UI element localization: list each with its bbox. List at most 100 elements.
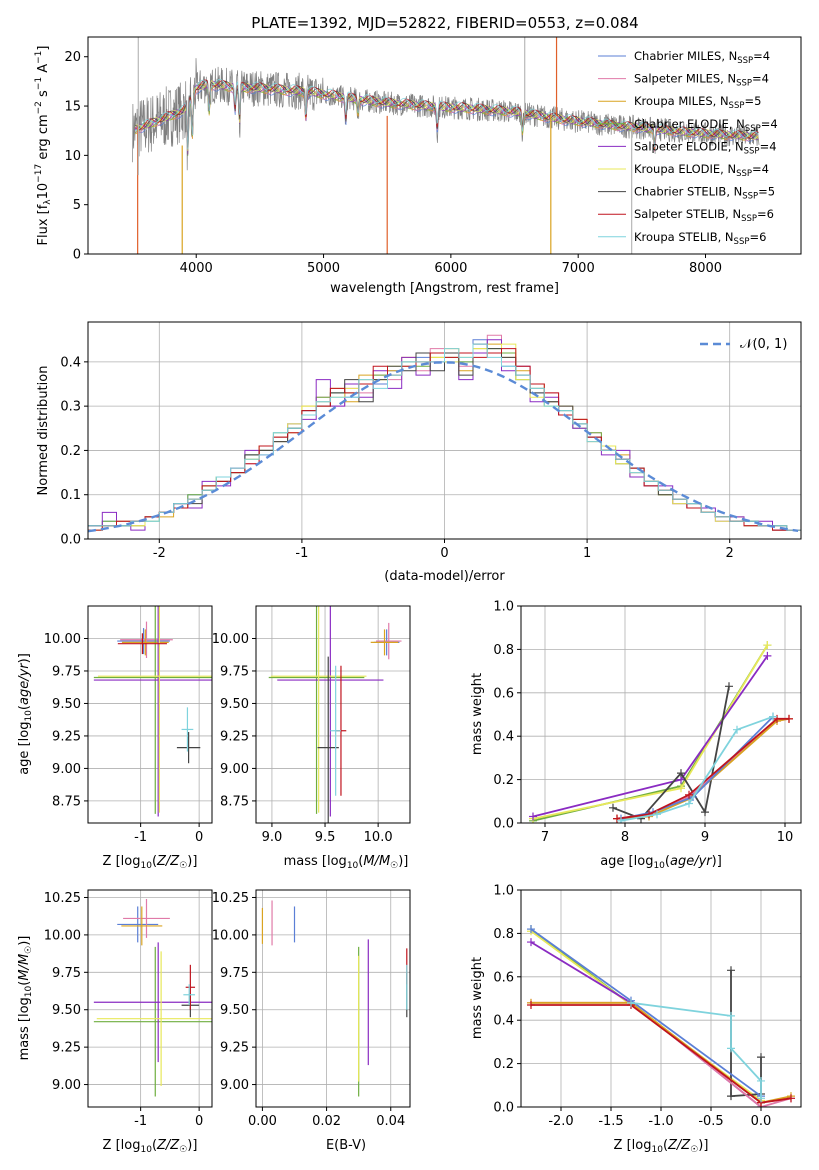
residuals-ytick-label-4: 0.4 <box>60 355 81 370</box>
mass_vs_Z-point-5 <box>96 951 212 1087</box>
weight_vs_Z-ytick-label-4: 0.8 <box>493 927 514 942</box>
spectrum-ytick-label-3: 15 <box>64 100 81 115</box>
spectrum-plot-area <box>132 37 760 254</box>
spectrum-model-line-8 <box>134 78 759 150</box>
mass_vs_Z-point-4 <box>93 942 212 1063</box>
weight_vs_Z-marker-8-0 <box>627 998 635 1007</box>
residuals-xtick-label-0: -2 <box>153 546 166 561</box>
weight_vs_Z-marker-3-0 <box>727 966 735 975</box>
age_vs_mass-point-3 <box>268 606 365 814</box>
age_vs_Z-ytick-label-2: 9.25 <box>52 729 81 744</box>
weight_vs_Z-marker-2-0 <box>527 938 535 947</box>
legend-label-1: Salpeter MILES, NSSP=4 <box>634 72 769 89</box>
weight_vs_Z-ytick-label-0: 0.0 <box>493 1101 514 1116</box>
age_vs_Z-axes: -1 0 8.75 9.00 9.25 9.50 9.75 10.00 Z [log10(Z/Z… <box>17 605 213 871</box>
residuals-axes: -2 -1 0 1 2 0.0 0.1 0.2 0.3 0.4 𝒩(0, 1) (data-model… <box>36 321 802 584</box>
age-vs-mass-xlabel: mass [log10(M/M☉)] <box>284 854 409 871</box>
weight_vs_age-xtick-label-0: 7 <box>541 830 549 845</box>
mass_vs_EBV-xtick-label-0: 0.00 <box>248 1114 277 1129</box>
weight_vs_Z-ytick-label-3: 0.6 <box>493 970 514 985</box>
weight_vs_Z-xtick-label-3: -0.5 <box>698 1114 723 1129</box>
weight_vs_age-ytick-label-2: 0.4 <box>493 730 514 745</box>
mass_vs_EBV-ytick-label-4: 10.00 <box>212 928 249 943</box>
weight_vs_Z-marker-8-1 <box>727 1011 735 1020</box>
mass_vs_EBV-axes: 0.00 0.02 0.04 9.00 9.25 9.50 9.75 10.00 10.25 E(… <box>212 889 411 1153</box>
legend-label-8: Kroupa STELIB, NSSP=6 <box>634 230 766 247</box>
spectrum-xtick-label-3: 7000 <box>562 261 595 276</box>
spectrum-ytick-label-1: 5 <box>73 198 81 213</box>
weight_vs_Z-marker-8-2 <box>727 1044 735 1053</box>
age_vs_Z-point-2 <box>121 629 169 656</box>
age_vs_mass-xtick-label-0: 9.0 <box>262 830 283 845</box>
residuals-ylabel: Normed distribution <box>36 366 51 496</box>
mass_vs_EBV-ytick-label-1: 9.25 <box>220 1041 249 1056</box>
age_vs_Z-ytick-label-4: 9.75 <box>52 664 81 679</box>
mass_vs_Z-point-2 <box>121 906 163 946</box>
spectrum-ytick-label-0: 0 <box>73 248 81 263</box>
age_vs_Z-plot-area <box>93 606 212 817</box>
residuals-xtick-label-1: -1 <box>295 546 308 561</box>
weight_vs_Z-marker-7-0 <box>527 1001 535 1010</box>
weight-vs-age-ylabel: mass weight <box>470 673 485 755</box>
mass_vs_EBV-ytick-label-0: 9.00 <box>220 1078 249 1093</box>
mass_vs_Z-frame <box>87 889 213 1108</box>
mass_vs_Z-plot-area <box>93 898 212 1097</box>
weight_vs_age-xtick-label-1: 8 <box>621 830 629 845</box>
age_vs_mass-ytick-label-1: 9.00 <box>220 762 249 777</box>
weight_vs_age-marker-7-4 <box>785 714 793 723</box>
spectrum-xtick-label-1: 5000 <box>307 261 340 276</box>
spectrum-xlabel: wavelength [Angstrom, rest frame] <box>330 281 559 296</box>
spectrum-axes: 4000 5000 6000 7000 8000 0 5 10 15 20 wavelength [… <box>34 36 802 296</box>
residuals-ytick-label-1: 0.1 <box>60 488 81 503</box>
spectrum-xtick-label-0: 4000 <box>180 261 213 276</box>
spectrum-legend: Chabrier MILES, NSSP=4 Salpeter MILES, NS… <box>598 49 778 247</box>
age-vs-z-xlabel: Z [log10(Z/Z☉)] <box>103 854 198 871</box>
mass_vs_Z-ytick-label-1: 9.25 <box>52 1041 81 1056</box>
weight_vs_Z-marker-6-0 <box>527 925 535 934</box>
weight_vs_age-series-5 <box>616 717 790 820</box>
weight_vs_age-marker-1-1 <box>677 784 685 793</box>
mass_vs_Z-point-8 <box>183 984 196 1006</box>
mass_vs_Z-point-1 <box>123 898 170 938</box>
age_vs_Z-ytick-label-0: 8.75 <box>52 794 81 809</box>
weight_vs_age-series-6 <box>620 716 774 820</box>
weight_vs_age-ytick-label-3: 0.6 <box>493 686 514 701</box>
residuals-ytick-label-2: 0.2 <box>60 444 81 459</box>
legend-label-7: Salpeter STELIB, NSSP=6 <box>634 207 774 224</box>
weight-vs-age-xlabel: age [log10(age/yr)] <box>600 854 722 871</box>
legend-label-4: Salpeter ELODIE, NSSP=4 <box>634 139 777 156</box>
weight_vs_age-ytick-label-5: 1.0 <box>493 600 514 615</box>
weight_vs_Z-series-2 <box>530 941 762 1107</box>
age_vs_mass-point-8 <box>330 665 341 796</box>
age_vs_Z-point-6 <box>176 732 201 764</box>
weight_vs_Z-series-7 <box>531 1004 792 1104</box>
residuals-xlabel: (data-model)/error <box>384 569 505 584</box>
figure-title: PLATE=1392, MJD=52822, FIBERID=0553, z=0… <box>251 14 638 32</box>
spectrum-ytick-label-4: 20 <box>64 50 81 65</box>
mass_vs_Z-point-3 <box>93 946 212 1097</box>
mass_vs_Z-ytick-label-3: 9.75 <box>52 966 81 981</box>
mass_vs_Z-xtick-label-1: 0 <box>195 1114 203 1129</box>
weight_vs_age-marker-7-0 <box>613 814 621 823</box>
residuals-ytick-label-3: 0.3 <box>60 400 81 415</box>
mass_vs_EBV-ytick-label-5: 10.25 <box>212 891 249 906</box>
normal-curve <box>88 361 799 533</box>
weight_vs_age-marker-8-1 <box>653 810 661 819</box>
age_vs_Z-point-7 <box>117 633 167 655</box>
mass_vs_Z-point-7 <box>185 964 196 1010</box>
residuals-plot-area <box>88 334 801 533</box>
spectrum-ytick-label-2: 10 <box>64 149 81 164</box>
age_vs_Z-ytick-label-1: 9.00 <box>52 762 81 777</box>
weight_vs_age-marker-8-4 <box>769 712 777 721</box>
residuals-xtick-label-3: 1 <box>583 546 591 561</box>
residuals-xtick-label-4: 2 <box>726 546 734 561</box>
legend-label-2: Kroupa MILES, NSSP=5 <box>634 94 761 111</box>
weight_vs_age-marker-2-2 <box>763 651 772 660</box>
age_vs_mass-point-1 <box>376 622 402 660</box>
mass_vs_Z-ytick-label-0: 9.00 <box>52 1078 81 1093</box>
weight_vs_Z-ytick-label-1: 0.2 <box>493 1057 514 1072</box>
spectrum-ylabel: Flux [fλ10−17 erg cm−2 s−1 A−1] <box>34 46 53 246</box>
mass_vs_EBV-xtick-label-2: 0.04 <box>376 1114 405 1129</box>
residuals-ytick-label-0: 0.0 <box>60 533 81 548</box>
age_vs_mass-ytick-label-3: 9.50 <box>220 697 249 712</box>
